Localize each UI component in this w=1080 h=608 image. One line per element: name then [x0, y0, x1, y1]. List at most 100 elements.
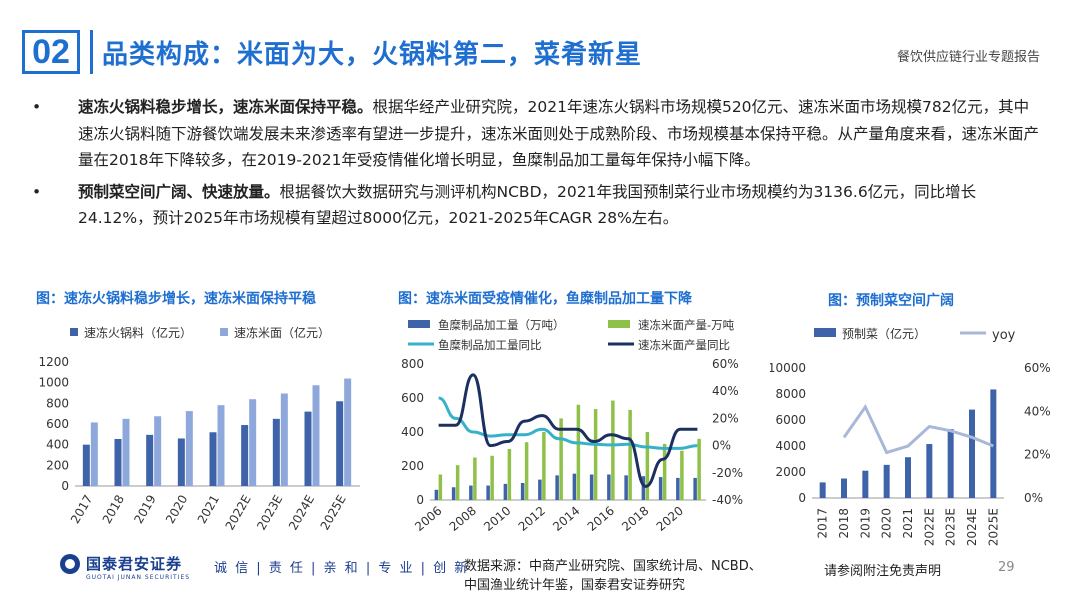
y-left-tick-label: 8000	[775, 387, 806, 401]
x-tick-label: 2025E	[318, 493, 349, 533]
x-tick-label: 2014	[550, 504, 582, 534]
y-tick-label: 0	[61, 479, 69, 493]
bar	[969, 409, 975, 498]
bar	[611, 400, 615, 500]
y-right-tick-label: 0%	[712, 439, 731, 453]
bar	[905, 457, 911, 498]
bar	[624, 475, 628, 500]
y-tick-label: 800	[46, 396, 69, 410]
bar	[82, 444, 90, 486]
legend-swatch	[408, 320, 430, 328]
bar	[344, 378, 352, 486]
y-right-tick-label: 0%	[1024, 491, 1043, 505]
x-tick-label: 2018	[619, 504, 651, 534]
bar	[542, 432, 546, 500]
x-tick-label: 2012	[516, 504, 548, 534]
bar	[146, 434, 154, 486]
bar	[645, 432, 650, 500]
bullet-text: 速冻火锅料稳步增长，速冻米面保持平稳。根据华经产业研究院，2021年速冻火锅料市…	[78, 94, 1040, 174]
bar	[524, 442, 529, 500]
bullet-bold: 预制菜空间广阔、快速放量。	[78, 182, 280, 201]
bar	[555, 475, 559, 500]
bar	[607, 474, 611, 500]
bar	[154, 416, 162, 486]
bar	[114, 438, 122, 486]
y-left-tick-label: 10000	[770, 361, 806, 375]
y-left-tick-label: 800	[401, 357, 424, 371]
y-right-tick-label: 20%	[712, 411, 739, 425]
logo-mark-icon	[60, 553, 80, 574]
bar	[926, 444, 933, 498]
bar	[593, 409, 598, 500]
y-left-tick-label: 600	[401, 391, 424, 405]
bar	[520, 483, 525, 500]
x-tick-label: 2021	[901, 508, 915, 539]
bullet-item: • 预制菜空间广阔、快速放量。根据餐饮大数据研究与测评机构NCBD，2021年我…	[30, 179, 1040, 232]
logo-text: 国泰君安证券	[86, 555, 183, 573]
chart3-svg: 预制菜（亿元） yoy 0 2000 4000 6000 8000 10000 0% 20% 40%…	[770, 326, 1051, 546]
y-tick-label: 1200	[38, 355, 69, 369]
bar	[490, 455, 494, 500]
x-tick-label: 2017	[816, 508, 830, 539]
slide-header: 02 品类构成：米面为大，火锅料第二，菜肴新星 餐饮供应链行业专题报告	[0, 0, 1080, 80]
bar	[241, 425, 249, 486]
bar	[662, 443, 667, 500]
bar	[486, 485, 490, 500]
bar	[658, 477, 663, 500]
legend-swatch	[608, 320, 630, 328]
bar	[628, 409, 632, 500]
bar	[217, 405, 225, 486]
series-line	[438, 373, 698, 488]
x-tick-label: 2020	[654, 504, 686, 534]
bar	[438, 474, 443, 500]
bar	[304, 411, 312, 486]
bar	[697, 438, 701, 500]
chart1-title: 图：速冻火锅料稳步增长，速冻米面保持平稳	[36, 291, 316, 307]
bullet-marker: •	[32, 182, 42, 201]
legend-label: 速冻米面产量-万吨	[638, 318, 735, 332]
x-tick-label: 2010	[481, 504, 513, 534]
bar	[434, 489, 439, 500]
report-name: 餐饮供应链行业专题报告	[896, 50, 1040, 65]
x-tick-label: 2016	[585, 504, 617, 534]
company-slogan: 诚 信 | 责 任 | 亲 和 | 专 业 | 创 新	[214, 561, 470, 576]
bullet-item: • 速冻火锅料稳步增长，速冻米面保持平稳。根据华经产业研究院，2021年速冻火锅…	[30, 94, 1040, 174]
bar	[507, 449, 512, 500]
chart2-title: 图：速冻米面受疫情催化，鱼糜制品加工量下降	[398, 291, 692, 307]
legend-label: 鱼糜制品加工量（万吨）	[438, 318, 565, 332]
bar	[862, 470, 869, 498]
bar	[122, 418, 130, 486]
y-tick-label: 600	[46, 417, 69, 431]
bullet-text: 预制菜空间广阔、快速放量。根据餐饮大数据研究与测评机构NCBD，2021年我国预…	[78, 179, 1040, 232]
disclaimer-link[interactable]: 请参阅附注免责声明	[824, 564, 942, 579]
bar	[209, 432, 217, 486]
bar	[641, 476, 646, 500]
company-logo: 国泰君安证券	[60, 553, 182, 574]
bullet-marker: •	[32, 98, 42, 116]
bar	[503, 483, 508, 500]
y-left-tick-label: 200	[401, 459, 424, 473]
x-tick-label: 2006	[412, 504, 444, 534]
bar	[572, 473, 577, 500]
yoy-line	[842, 404, 994, 455]
bar	[185, 411, 193, 486]
chart1-svg: 速冻火锅料（亿元） 速冻米面（亿元） 0 200 400 600 800 1000 1200 20…	[38, 325, 360, 533]
bar	[538, 479, 542, 500]
x-tick-label: 2024E	[965, 508, 979, 546]
bar	[177, 438, 185, 486]
series-line	[438, 396, 698, 450]
legend-label: 预制菜（亿元）	[842, 326, 926, 341]
bar	[469, 485, 473, 500]
bullet-body: 根据餐饮大数据研究与测评机构NCBD，2021年我国预制菜行业市场规模约为313…	[78, 182, 977, 228]
y-left-tick-label: 400	[401, 425, 424, 439]
x-tick-label: 2008	[447, 504, 479, 534]
bar	[841, 478, 847, 498]
y-left-tick-label: 0	[416, 493, 424, 507]
y-tick-label: 1000	[38, 376, 69, 390]
y-tick-label: 400	[46, 438, 69, 452]
y-tick-label: 200	[46, 458, 69, 472]
page-number: 29	[998, 560, 1015, 575]
bar	[272, 418, 280, 486]
legend-swatch	[220, 328, 228, 336]
